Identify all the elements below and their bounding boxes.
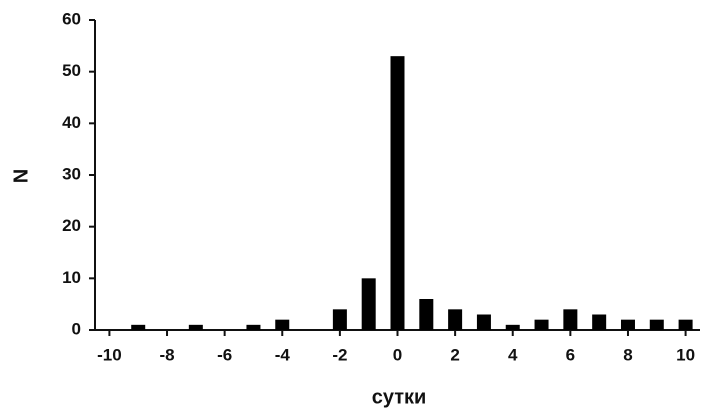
bar xyxy=(275,319,290,330)
x-tick-label: -6 xyxy=(217,345,232,364)
bar xyxy=(505,324,520,330)
bar xyxy=(361,278,376,330)
bar xyxy=(534,319,549,330)
x-tick-label: 2 xyxy=(450,345,459,364)
y-tick-label: 30 xyxy=(62,164,81,183)
x-axis-label: сутки xyxy=(372,386,427,408)
bar xyxy=(563,309,578,330)
y-axis-label: N xyxy=(10,169,32,183)
x-tick-label: 10 xyxy=(676,345,695,364)
x-tick-label: -2 xyxy=(332,345,347,364)
x-tick-label: 4 xyxy=(508,345,518,364)
x-tick-label: -8 xyxy=(159,345,174,364)
bar xyxy=(592,314,607,330)
bar xyxy=(131,324,146,330)
y-tick-label: 10 xyxy=(62,268,81,287)
x-tick-label: -4 xyxy=(275,345,291,364)
bar xyxy=(419,299,434,330)
y-tick-label: 50 xyxy=(62,61,81,80)
bar xyxy=(649,319,664,330)
y-tick-label: 0 xyxy=(72,319,81,338)
bar xyxy=(246,324,261,330)
bar xyxy=(476,314,491,330)
bar xyxy=(390,56,405,331)
x-tick-label: 8 xyxy=(623,345,632,364)
x-tick-label: 0 xyxy=(393,345,402,364)
y-tick-label: 20 xyxy=(62,216,81,235)
bar xyxy=(332,309,347,330)
y-tick-label: 40 xyxy=(62,113,81,132)
bar xyxy=(448,309,463,330)
bar xyxy=(620,319,635,330)
x-tick-label: -10 xyxy=(97,345,122,364)
bar xyxy=(678,319,693,330)
x-tick-label: 6 xyxy=(566,345,575,364)
bar xyxy=(188,324,203,330)
y-tick-label: 60 xyxy=(62,9,81,28)
